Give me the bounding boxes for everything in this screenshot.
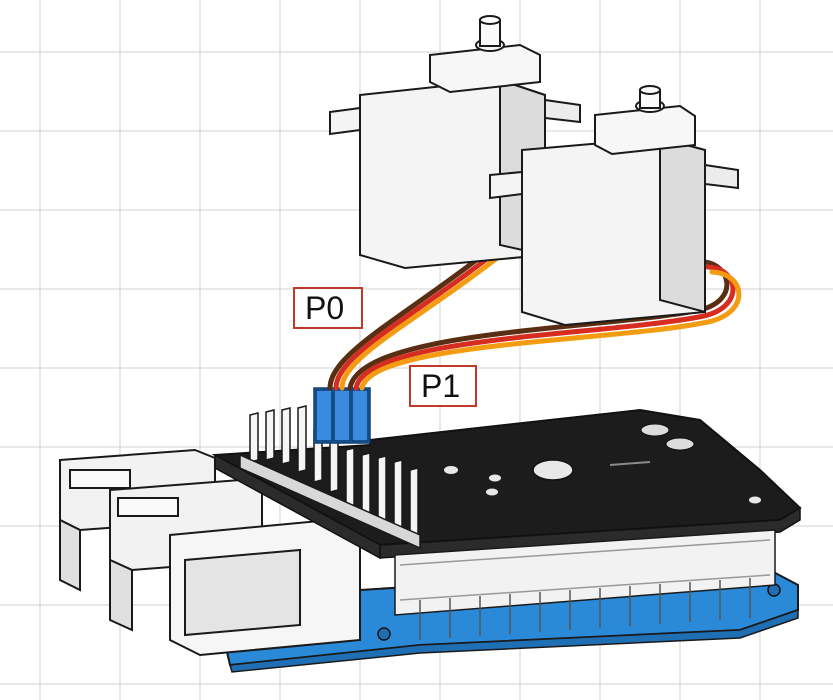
servo-connector — [313, 387, 371, 444]
stacking-header — [394, 529, 776, 640]
servo-1 — [489, 85, 739, 327]
usb-ports — [59, 448, 263, 632]
port-label-p1: P1 — [409, 365, 477, 407]
servo-pin-headers — [239, 405, 421, 550]
ethernet-port — [169, 518, 361, 657]
port-label-p0: P0 — [293, 287, 363, 329]
